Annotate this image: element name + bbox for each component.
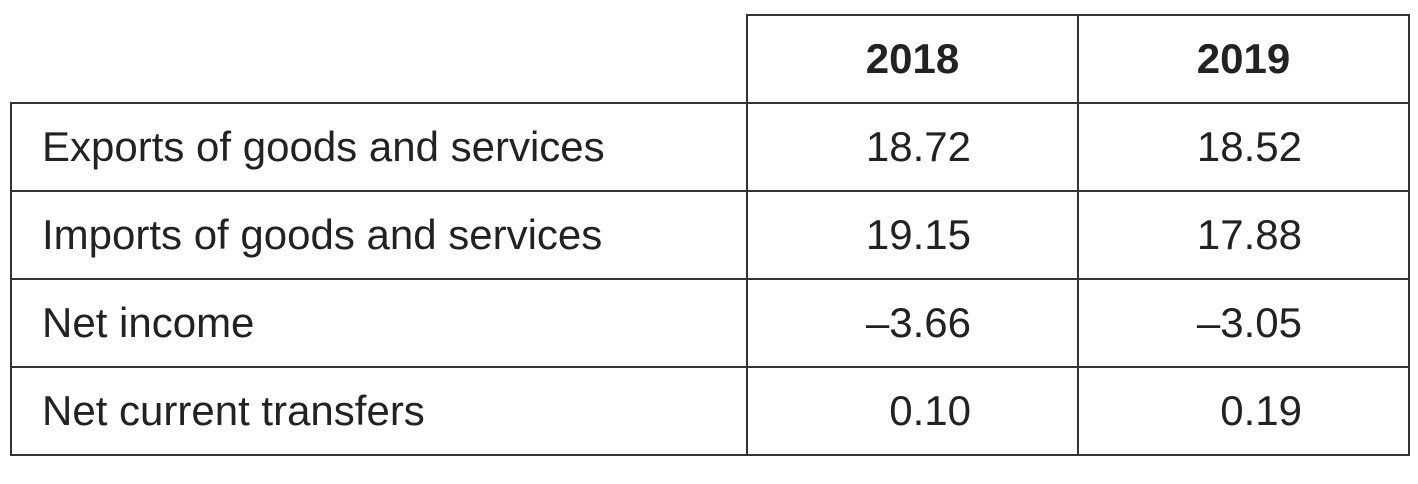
column-header: 2019 (1077, 14, 1410, 104)
table-row: Net income –3.66 –3.05 (10, 278, 1410, 368)
corner-cell (11, 15, 748, 104)
data-table: 2018 2019 Exports of goods and services 1… (10, 14, 1410, 456)
value-cell: 19.15 (746, 190, 1079, 280)
header-row: 2018 2019 (11, 14, 1410, 104)
value-cell: –3.05 (1077, 278, 1410, 368)
table-row: Exports of goods and services 18.72 18.52 (10, 102, 1410, 192)
value-cell: 18.72 (746, 102, 1079, 192)
row-label: Imports of goods and services (10, 190, 748, 280)
table-row: Net current transfers 0.10 0.19 (10, 366, 1410, 456)
table-row: Imports of goods and services 19.15 17.88 (10, 190, 1410, 280)
column-header: 2018 (746, 14, 1079, 104)
value-cell: –3.66 (746, 278, 1079, 368)
row-label: Exports of goods and services (10, 102, 748, 192)
value-cell: 0.10 (746, 366, 1079, 456)
table-body: Exports of goods and services 18.72 18.52 I… (10, 102, 1410, 456)
value-cell: 17.88 (1077, 190, 1410, 280)
row-label: Net current transfers (10, 366, 748, 456)
table-header: 2018 2019 (11, 14, 1410, 104)
value-cell: 18.52 (1077, 102, 1410, 192)
row-label: Net income (10, 278, 748, 368)
value-cell: 0.19 (1077, 366, 1410, 456)
